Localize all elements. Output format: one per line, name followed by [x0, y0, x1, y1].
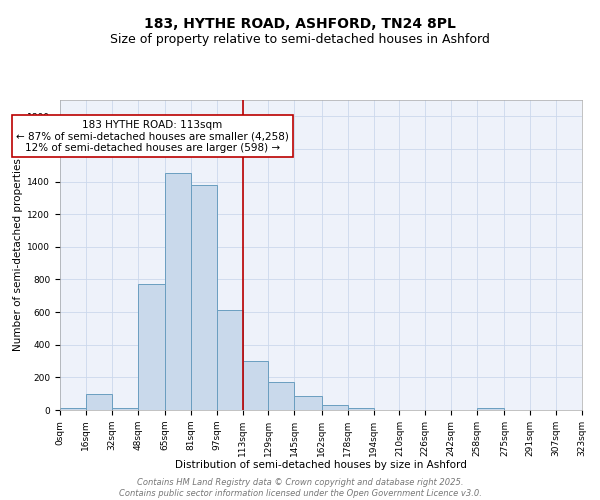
- Text: 183 HYTHE ROAD: 113sqm
← 87% of semi-detached houses are smaller (4,258)
12% of : 183 HYTHE ROAD: 113sqm ← 87% of semi-det…: [16, 120, 289, 153]
- Bar: [191, 185, 217, 410]
- Text: 183, HYTHE ROAD, ASHFORD, TN24 8PL: 183, HYTHE ROAD, ASHFORD, TN24 8PL: [144, 18, 456, 32]
- Bar: [477, 408, 505, 410]
- Bar: [322, 405, 347, 410]
- Bar: [295, 396, 322, 410]
- X-axis label: Distribution of semi-detached houses by size in Ashford: Distribution of semi-detached houses by …: [175, 460, 467, 470]
- Y-axis label: Number of semi-detached properties: Number of semi-detached properties: [13, 158, 23, 352]
- Bar: [60, 408, 86, 410]
- Bar: [86, 394, 112, 410]
- Text: Size of property relative to semi-detached houses in Ashford: Size of property relative to semi-detach…: [110, 32, 490, 46]
- Bar: [137, 284, 165, 410]
- Bar: [347, 408, 374, 410]
- Bar: [217, 310, 242, 410]
- Text: Contains HM Land Registry data © Crown copyright and database right 2025.
Contai: Contains HM Land Registry data © Crown c…: [119, 478, 481, 498]
- Bar: [112, 408, 137, 410]
- Bar: [268, 382, 295, 410]
- Bar: [165, 174, 191, 410]
- Bar: [242, 361, 268, 410]
